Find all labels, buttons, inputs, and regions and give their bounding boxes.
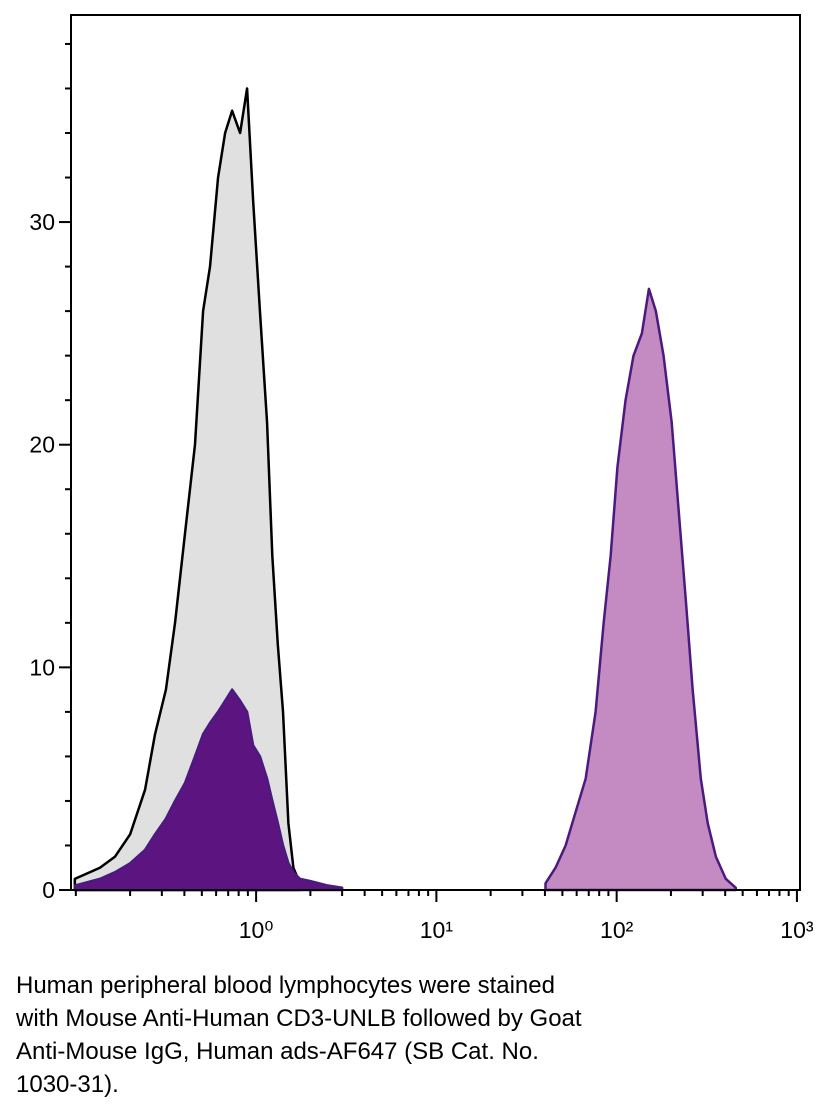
x-tick-label: 10⁰ [239,917,274,943]
y-tick-label: 0 [42,877,55,903]
histogram-area [73,688,344,892]
caption-line: with Mouse Anti-Human CD3-UNLB followed … [15,1005,582,1032]
x-tick-label: 10² [600,917,634,943]
caption-line: 1030-31). [16,1071,119,1098]
caption-line: Anti-Mouse IgG, Human ads-AF647 (SB Cat.… [16,1038,539,1065]
y-tick-label: 10 [29,654,55,680]
caption-line: Human peripheral blood lymphocytes were … [16,972,555,999]
y-tick-label: 20 [29,432,55,458]
y-tick-label: 30 [29,209,55,235]
x-tick-label: 10³ [780,917,814,943]
x-tick-label: 10¹ [420,917,454,943]
histogram-area [544,287,738,892]
histogram-area [73,87,302,892]
